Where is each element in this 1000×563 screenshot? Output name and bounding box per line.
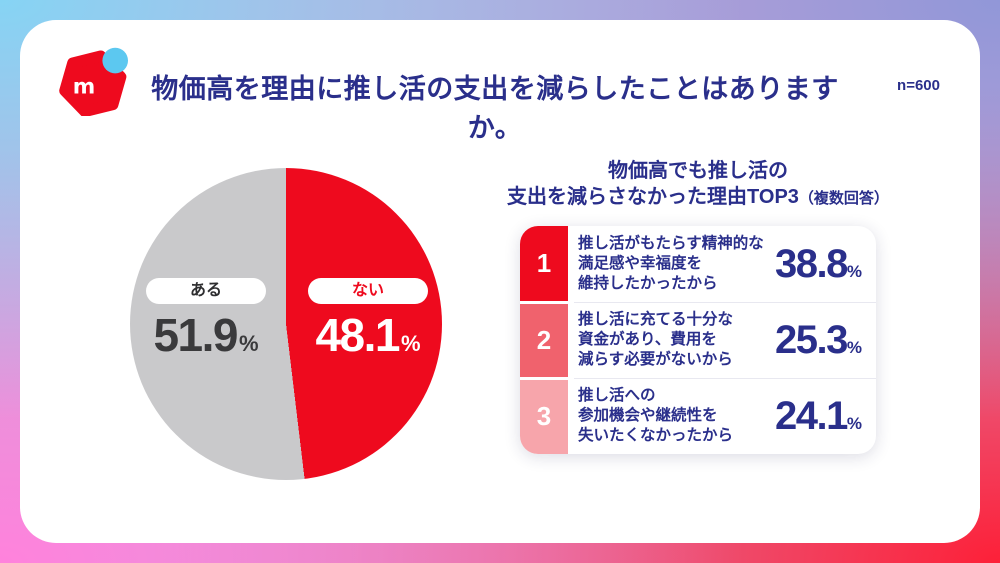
aru-pill-label: ある [146, 278, 266, 304]
rank-3-reason: 推し活への 参加機会や継続性を 失いたくなかったから [578, 386, 734, 445]
pie-slice-label-nai: ない 48.1% [308, 278, 428, 358]
nai-value: 48.1% [315, 309, 421, 361]
ranking-heading-note: （複数回答） [798, 190, 889, 207]
ranking-heading-line1: 物価高でも推し活の [608, 160, 788, 182]
pie-graphic [130, 168, 442, 480]
rank-2-badge: 2 [520, 303, 568, 377]
logo-m-letter: m [73, 74, 96, 99]
mercari-logo-graphic: m [59, 47, 128, 118]
ranking-table: 1 推し活がもたらす精神的な 満足感や幸福度を 維持したかったから 38.8% … [520, 226, 876, 454]
aru-value: 51.9% [153, 309, 259, 361]
pie-chart: ある 51.9% ない 48.1% [130, 168, 442, 480]
pie-slice-label-aru: ある 51.9% [146, 278, 266, 358]
content-card: m 物価高を理由に推し活の支出を減らしたことはありますか。 n=600 ある 5… [20, 20, 980, 543]
rank-1-value: 38.8% [775, 242, 862, 286]
ranking-heading-line2: 支出を減らさなかった理由TOP3 [507, 186, 799, 208]
logo-blue-dot [102, 47, 128, 74]
rank-3-badge: 3 [520, 379, 568, 454]
ranking-row-2: 2 推し活に充てる十分な 資金があり、費用を 減らす必要がないから 25.3% [520, 302, 876, 378]
rank-1-reason: 推し活がもたらす精神的な 満足感や幸福度を 維持したかったから [578, 234, 764, 293]
ranking-heading: 物価高でも推し活の 支出を減らさなかった理由TOP3（複数回答） [498, 158, 898, 210]
rank-1-badge: 1 [520, 226, 568, 301]
rank-3-value: 24.1% [775, 394, 862, 438]
ranking-row-1: 1 推し活がもたらす精神的な 満足感や幸福度を 維持したかったから 38.8% [520, 226, 876, 302]
ranking-row-3: 3 推し活への 参加機会や継続性を 失いたくなかったから 24.1% [520, 378, 876, 454]
sample-size-label: n=600 [897, 77, 940, 94]
nai-pill-label: ない [308, 278, 428, 304]
page-title: 物価高を理由に推し活の支出を減らしたことはありますか。 [151, 74, 839, 143]
rank-2-value: 25.3% [775, 318, 862, 362]
rank-2-reason: 推し活に充てる十分な 資金があり、費用を 減らす必要がないから [578, 310, 734, 369]
mercari-logo: m [56, 42, 136, 118]
